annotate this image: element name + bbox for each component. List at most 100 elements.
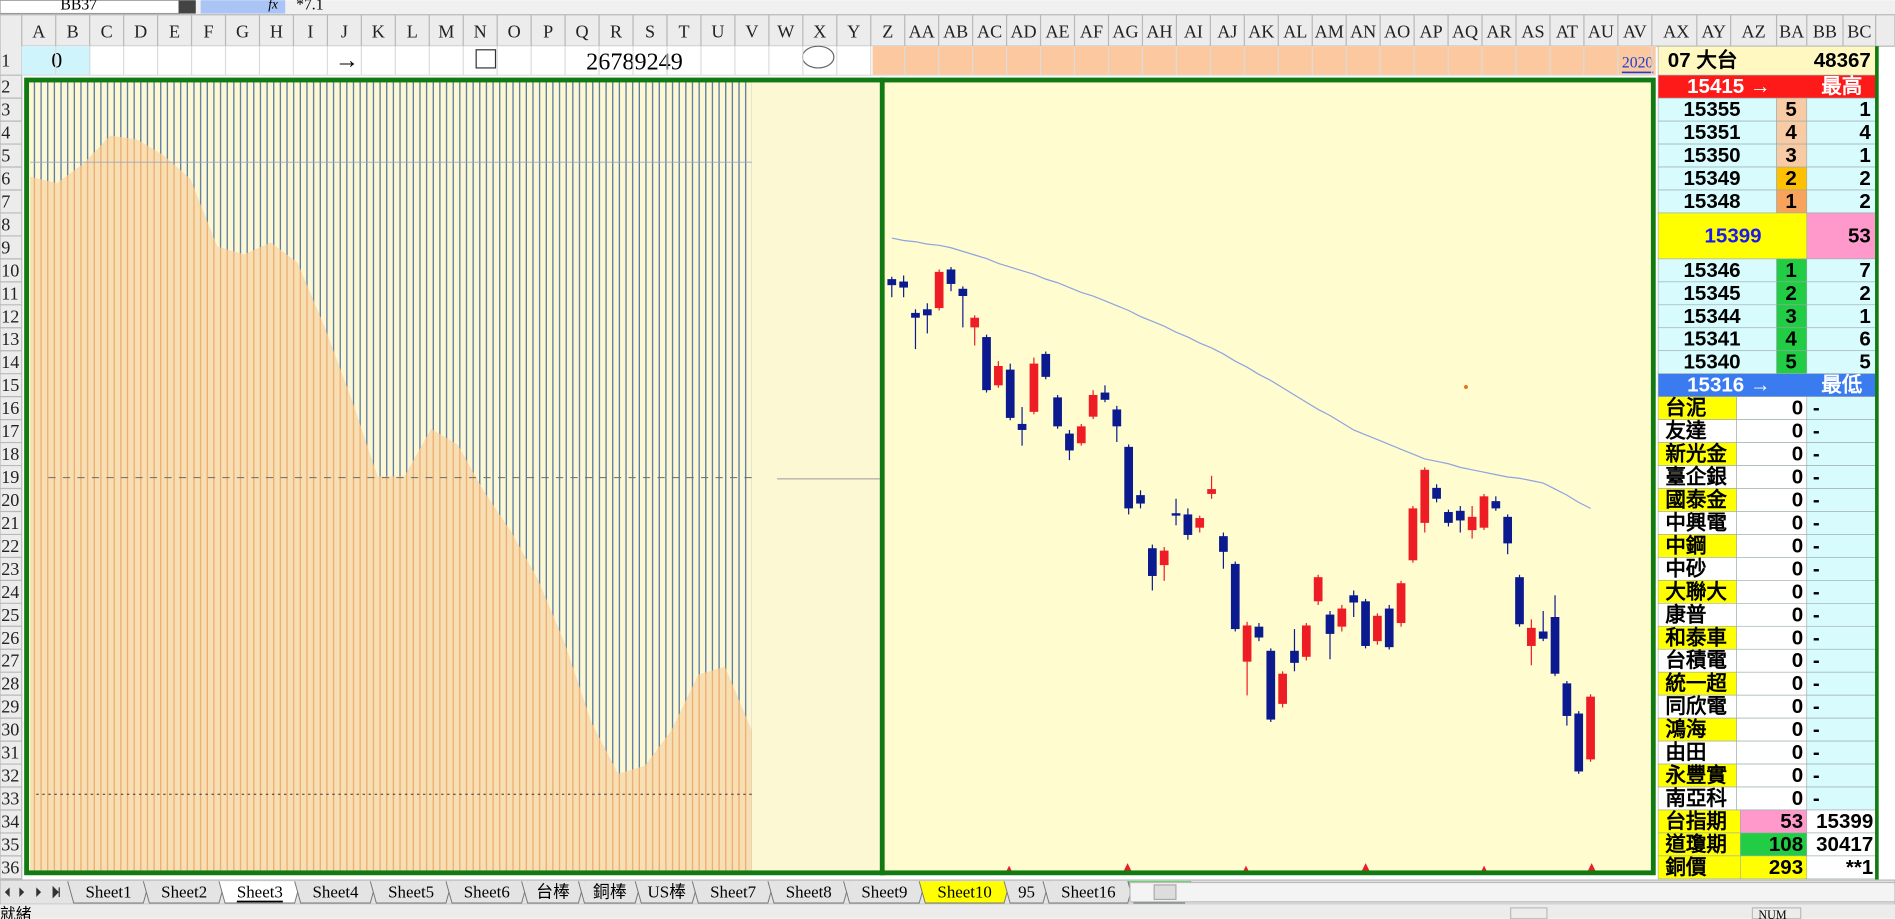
column-header: AC (977, 22, 1002, 42)
sheet-tab-label[interactable]: Sheet16 (1061, 883, 1115, 902)
candle-body (982, 337, 991, 391)
formula-bar (0, 0, 1895, 15)
candle-body (1538, 631, 1548, 639)
sheet-tab-label[interactable]: Sheet1 (86, 883, 132, 902)
column-headers: A B C D E F G H I J K L M N O P Q R S T U V W X Y Z AA AB AC AD AE AF AG… (0, 14, 1877, 880)
column-header: C (101, 22, 113, 42)
status-bar (0, 904, 1895, 919)
name-box-dropdown[interactable] (178, 0, 196, 14)
sheet-tab-label[interactable]: US棒 (647, 883, 686, 902)
level: 4 (1785, 121, 1797, 144)
stock-change: - (1813, 511, 1820, 534)
stock-name: 鴻海 (1665, 717, 1707, 741)
candle-body (1503, 516, 1513, 544)
marker-dot (1464, 385, 1468, 389)
checkbox[interactable] (475, 49, 497, 69)
stock-value: 0 (1792, 649, 1803, 672)
row-header: 4 (1, 123, 10, 143)
column-header: AM (1315, 22, 1344, 42)
sheet-tab-label[interactable]: Sheet4 (312, 883, 359, 902)
stock-value: 0 (1792, 488, 1803, 511)
tab-nav-next[interactable] (19, 887, 25, 897)
stock-change: - (1813, 443, 1820, 466)
stock-value: 0 (1792, 672, 1803, 695)
column-header: R (610, 22, 623, 42)
row-header: 28 (1, 674, 19, 694)
row-header: 23 (1, 559, 19, 579)
sheet-tab-label[interactable]: 台棒 (536, 883, 570, 902)
stock-value: 0 (1792, 580, 1803, 603)
column-header: X (813, 22, 826, 42)
level: 2 (1785, 282, 1796, 305)
column-header: E (169, 22, 180, 42)
sheet-tab-label[interactable]: Sheet10 (937, 883, 991, 902)
qty: 1 (1859, 98, 1870, 121)
sheet-tab-label[interactable]: Sheet8 (786, 883, 832, 902)
row-header: 22 (1, 536, 19, 556)
row-header: 15 (1, 375, 19, 395)
cell-av1-link[interactable]: 2020 (1622, 55, 1654, 72)
row-header: 34 (1, 811, 19, 831)
stock-value: 0 (1792, 534, 1803, 557)
candle-body (1432, 487, 1441, 499)
sheet-tab-label[interactable]: Sheet5 (388, 883, 434, 902)
row-header: 30 (1, 720, 19, 740)
summary-price: **1 (1846, 856, 1873, 879)
row-header: 26 (1, 628, 19, 648)
sheet-tab-label[interactable]: Sheet9 (861, 883, 907, 902)
stock-change: - (1813, 626, 1820, 649)
column-header: I (307, 22, 313, 42)
tab-nav-first[interactable] (4, 887, 10, 897)
sheet-tab-label[interactable]: Sheet2 (161, 883, 207, 902)
column-header: T (678, 22, 689, 42)
status-num: NUM (1758, 908, 1786, 919)
column-header: D (134, 22, 147, 42)
row-header: 18 (1, 444, 19, 464)
ellipse-shape[interactable] (801, 45, 835, 69)
column-header: BA (1779, 22, 1804, 42)
column-header: G (236, 22, 249, 42)
low-price: 15316 → (1687, 374, 1770, 397)
stock-change: - (1813, 534, 1820, 557)
sheet-tabs: Sheet1 Sheet2 Sheet3 Sheet4 Sheet5 Sheet6 台棒 銅棒… (67, 881, 1192, 904)
right-chart-bg (884, 80, 1654, 873)
candle-body (1574, 713, 1584, 772)
row-header: 2 (1, 77, 10, 97)
stock-name: 和泰車 (1665, 625, 1727, 649)
candle-body (1550, 617, 1560, 674)
high-label: 最高 (1821, 74, 1862, 98)
sheet-tab-label[interactable]: Sheet6 (464, 883, 510, 902)
summary-value: 108 (1769, 833, 1803, 856)
qty: 7 (1859, 259, 1870, 282)
column-header: V (745, 22, 758, 42)
level: 5 (1785, 351, 1796, 374)
level: 3 (1785, 305, 1796, 328)
tab-nav-last[interactable] (52, 885, 60, 899)
fx-button[interactable] (200, 0, 286, 14)
stock-value: 0 (1792, 787, 1803, 810)
candle-body (1278, 673, 1287, 704)
stock-change: - (1813, 764, 1820, 787)
stock-name: 康普 (1665, 602, 1706, 626)
horizontal-scrollbar[interactable] (1129, 881, 1895, 903)
stock-change: - (1813, 649, 1820, 672)
tab-nav-next[interactable] (36, 887, 42, 897)
sheet-tab-label[interactable]: 95 (1018, 883, 1035, 902)
price: 15349 (1684, 167, 1741, 190)
candle-body (1076, 426, 1086, 444)
candle-body (1183, 514, 1193, 535)
candle-body (1171, 513, 1181, 516)
candle-body (1230, 563, 1240, 630)
sheet-tab-label[interactable]: Sheet3 (237, 883, 283, 902)
price: 15344 (1684, 305, 1742, 328)
status-ready: 就緒 (0, 906, 32, 919)
candle-body (1396, 583, 1406, 624)
stock-name: 台積電 (1665, 648, 1727, 672)
last-price: 15399 (1705, 224, 1762, 247)
candle-body (1159, 550, 1169, 566)
sheet-tab-label[interactable]: 銅棒 (593, 883, 627, 902)
row-header: 12 (1, 306, 19, 326)
scroll-thumb[interactable] (1153, 884, 1177, 901)
sheet-tab-label[interactable]: Sheet7 (710, 883, 756, 902)
candle-body (1586, 696, 1595, 760)
